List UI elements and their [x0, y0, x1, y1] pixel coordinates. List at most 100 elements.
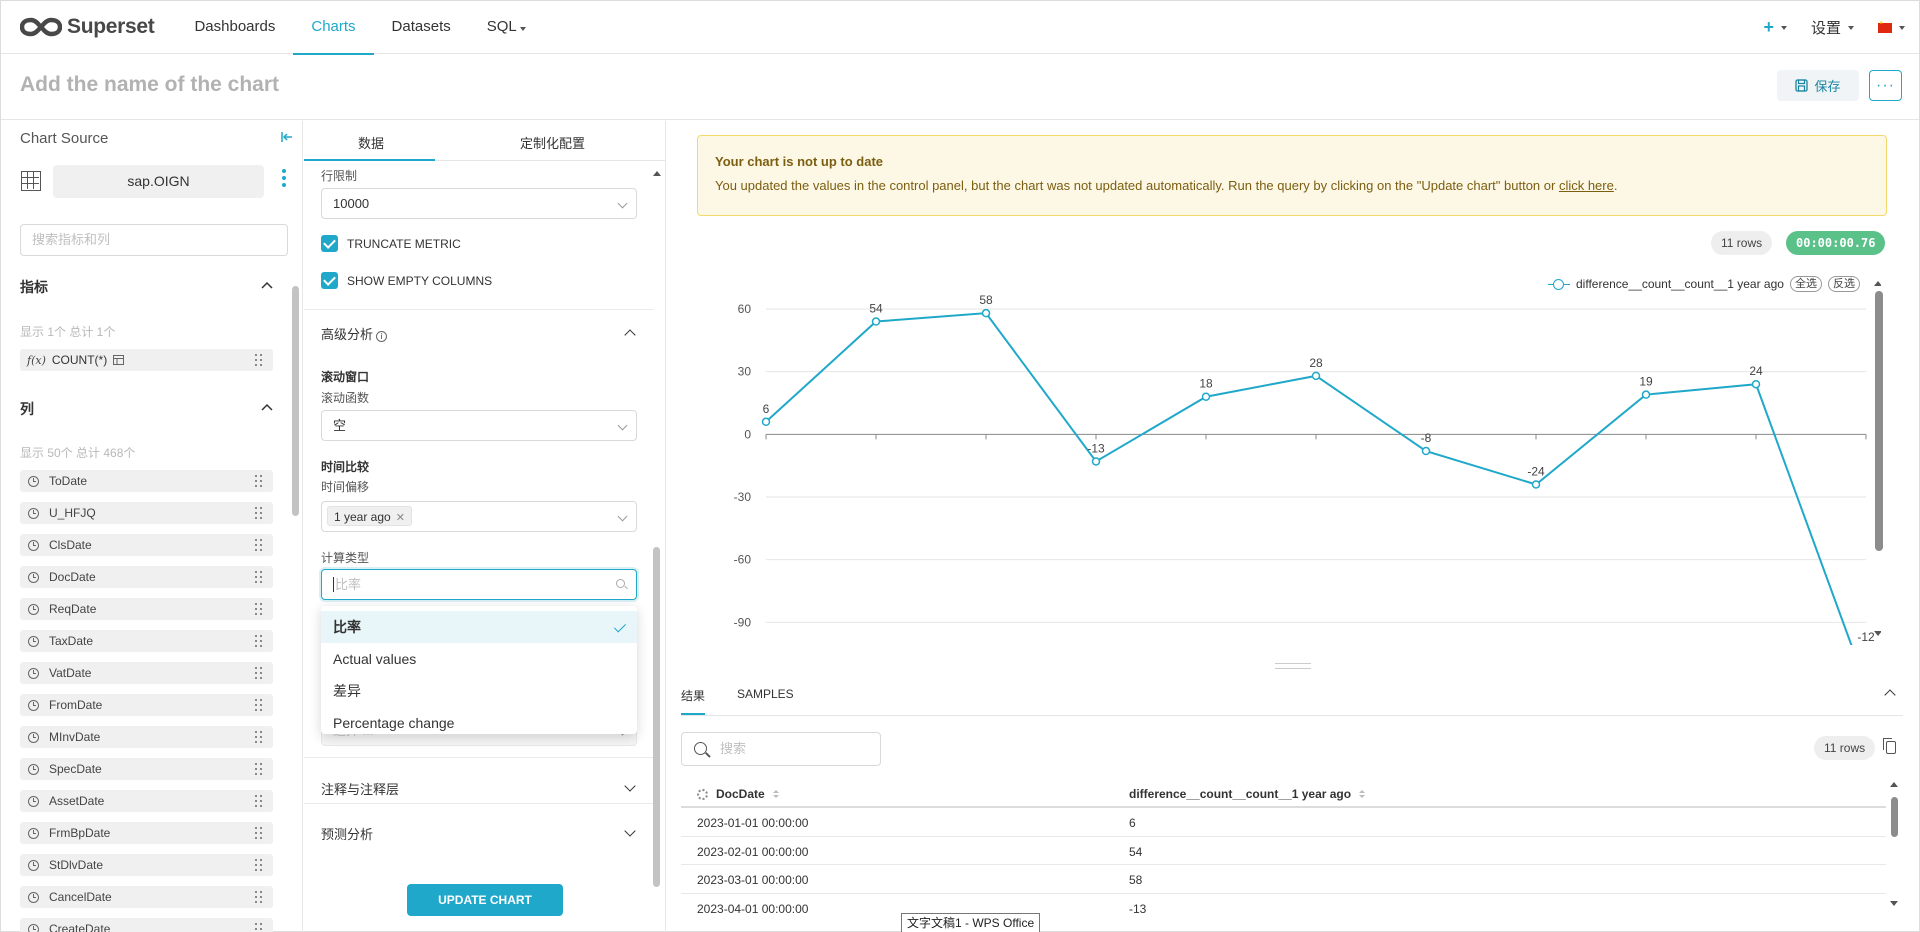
column-item[interactable]: FromDate — [20, 694, 273, 716]
drag-handle-icon[interactable] — [255, 923, 263, 932]
data-point[interactable] — [1531, 480, 1541, 489]
chart-name-input[interactable]: Add the name of the chart — [20, 73, 280, 96]
column-item[interactable]: MInvDate — [20, 726, 273, 748]
drag-handle-icon[interactable] — [255, 891, 263, 903]
chart-legend-scrollbar[interactable] — [1875, 291, 1883, 551]
chevron-up-icon[interactable] — [261, 281, 273, 289]
column-item[interactable]: DocDate — [20, 566, 273, 588]
drag-handle-icon[interactable] — [255, 731, 263, 743]
drag-handle-icon[interactable] — [255, 475, 263, 487]
chevron-down-icon[interactable] — [624, 780, 636, 792]
dataset-menu-icon[interactable] — [282, 169, 286, 191]
dataset-name[interactable]: sap.OIGN — [53, 165, 264, 198]
scroll-down-arrow[interactable] — [1890, 901, 1898, 906]
drag-handle-icon[interactable] — [255, 539, 263, 551]
dropdown-option[interactable]: 差异 — [333, 683, 361, 699]
column-item[interactable]: FrmBpDate — [20, 822, 273, 844]
drag-handle-icon[interactable] — [255, 571, 263, 583]
drag-handle-icon[interactable] — [255, 827, 263, 839]
legend-series-label[interactable]: difference__count__count__1 year ago — [1576, 277, 1784, 291]
data-point[interactable] — [1091, 457, 1101, 466]
drag-handle-icon[interactable] — [255, 859, 263, 871]
columns-section-title[interactable]: 列 — [20, 401, 34, 417]
dropdown-option[interactable]: 比率 — [321, 611, 637, 643]
dropdown-option[interactable]: Percentage change — [333, 715, 455, 731]
column-item[interactable]: U_HFJQ — [20, 502, 273, 524]
scroll-up-arrow[interactable] — [653, 171, 661, 176]
data-point[interactable] — [871, 317, 881, 326]
column-item[interactable]: CancelDate — [20, 886, 273, 908]
column-item[interactable]: VatDate — [20, 662, 273, 684]
drag-handle-icon[interactable] — [255, 667, 263, 679]
data-point[interactable] — [1641, 390, 1651, 399]
update-chart-button[interactable]: UPDATE CHART — [407, 884, 563, 916]
superset-logo[interactable]: Superset — [20, 15, 155, 39]
tab-customize[interactable]: 定制化配置 — [520, 136, 586, 151]
column-item[interactable]: StDlvDate — [20, 854, 273, 876]
nav-sql[interactable]: SQL — [469, 1, 544, 54]
nav-dashboards[interactable]: Dashboards — [194, 17, 276, 35]
rolling-function-select[interactable]: 空 — [321, 410, 637, 441]
show-empty-columns-checkbox[interactable] — [321, 272, 338, 289]
drag-handle-icon[interactable] — [255, 635, 263, 647]
data-point[interactable] — [1421, 446, 1431, 456]
time-shift-select[interactable]: 1 year ago ✕ — [321, 501, 637, 532]
drag-handle-icon[interactable] — [255, 795, 263, 807]
metric-item[interactable]: f(x) COUNT(*) — [20, 349, 273, 371]
language-picker[interactable] — [1878, 20, 1905, 33]
tab-samples[interactable]: SAMPLES — [737, 687, 794, 701]
resize-handle[interactable] — [1275, 663, 1311, 669]
column-header-docdate[interactable]: DocDate — [697, 787, 779, 801]
legend-invert[interactable]: 反选 — [1827, 276, 1860, 292]
click-here-link[interactable]: click here — [1558, 178, 1614, 193]
new-menu-button[interactable]: + — [1763, 17, 1787, 38]
chevron-up-icon[interactable] — [261, 403, 273, 411]
drag-handle-icon[interactable] — [255, 507, 263, 519]
column-item[interactable]: ToDate — [20, 470, 273, 492]
legend-select-all[interactable]: 全选 — [1789, 276, 1822, 292]
chevron-up-icon[interactable] — [624, 329, 636, 341]
left-scrollbar[interactable] — [292, 286, 299, 516]
metrics-section-title[interactable]: 指标 — [20, 279, 48, 295]
more-actions-button[interactable]: ··· — [1869, 70, 1902, 101]
column-item[interactable]: ReqDate — [20, 598, 273, 620]
nav-datasets[interactable]: Datasets — [391, 17, 451, 35]
chevron-down-icon[interactable] — [624, 825, 636, 837]
results-search-input[interactable]: 搜索 — [681, 732, 881, 766]
column-header-difference[interactable]: difference__count__count__1 year ago — [1129, 787, 1366, 801]
tab-data[interactable]: 数据 — [358, 136, 385, 151]
chevron-up-icon[interactable] — [1884, 689, 1896, 701]
save-button[interactable]: 保存 — [1777, 70, 1859, 101]
drag-handle-icon[interactable] — [255, 699, 263, 711]
drag-handle-icon[interactable] — [255, 603, 263, 615]
forecast-header[interactable]: 预测分析 — [321, 827, 374, 842]
scroll-up-arrow[interactable] — [1890, 782, 1898, 787]
collapse-panel-icon[interactable] — [281, 131, 293, 143]
annotations-header[interactable]: 注释与注释层 — [321, 782, 400, 797]
drag-handle-icon[interactable] — [255, 354, 263, 366]
close-icon[interactable]: ✕ — [395, 512, 405, 524]
column-item[interactable]: CreateDate — [20, 918, 273, 932]
truncate-metric-checkbox[interactable] — [321, 235, 338, 252]
column-item[interactable]: ClsDate — [20, 534, 273, 556]
table-scrollbar[interactable] — [1891, 797, 1898, 837]
tab-results[interactable]: 结果 — [681, 689, 706, 703]
calculation-type-input[interactable]: 比率 — [321, 569, 637, 600]
data-point[interactable] — [1311, 371, 1321, 381]
drag-handle-icon[interactable] — [255, 763, 263, 775]
row-limit-select[interactable]: 10000 — [321, 188, 637, 219]
column-item[interactable]: AssetDate — [20, 790, 273, 812]
data-point[interactable] — [981, 308, 991, 318]
metrics-columns-search[interactable]: 搜索指标和列 — [20, 224, 288, 256]
data-point[interactable] — [1201, 392, 1211, 401]
legend-line-icon[interactable] — [1548, 278, 1570, 290]
control-panel-scrollbar[interactable] — [653, 547, 660, 887]
advanced-analytics-header[interactable]: 高级分析 i — [321, 324, 388, 343]
column-item[interactable]: TaxDate — [20, 630, 273, 652]
settings-menu[interactable]: 设置 — [1811, 17, 1854, 38]
copy-icon[interactable] — [1883, 738, 1896, 754]
dropdown-option[interactable]: Actual values — [333, 651, 417, 667]
data-point[interactable] — [1751, 379, 1761, 389]
data-point[interactable] — [761, 417, 771, 427]
column-item[interactable]: SpecDate — [20, 758, 273, 780]
